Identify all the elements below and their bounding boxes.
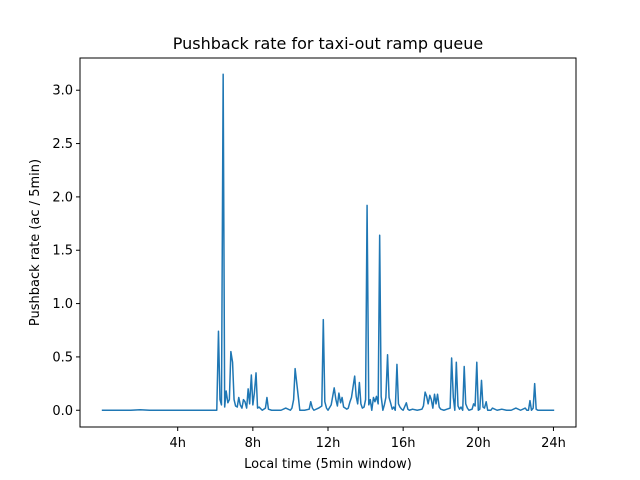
y-tick-label: 1.0 <box>52 297 73 312</box>
y-tick-label: 1.5 <box>52 244 73 259</box>
y-tick-label: 3.0 <box>52 84 73 99</box>
x-tick-label: 8h <box>245 436 262 451</box>
x-tick-label: 16h <box>391 436 416 451</box>
plot-area <box>101 73 555 411</box>
x-tick-label: 12h <box>316 436 341 451</box>
y-axis-label: Pushback rate (ac / 5min) <box>28 159 43 326</box>
y-tick-label: 0.0 <box>52 404 73 419</box>
series-line-0 <box>101 73 555 411</box>
x-axis-label: Local time (5min window) <box>244 457 412 472</box>
y-tick-label: 2.5 <box>52 137 73 152</box>
y-tick-label: 2.0 <box>52 190 73 205</box>
x-tick-label: 24h <box>541 436 566 451</box>
y-axis: 0.0 0.5 1.0 1.5 2.0 2.5 3.0 <box>52 84 80 419</box>
axes-frame <box>79 57 577 428</box>
y-tick-label: 0.5 <box>52 350 73 365</box>
x-tick-label: 20h <box>466 436 491 451</box>
x-tick-label: 4h <box>169 436 186 451</box>
x-axis: 4h 8h 12h 16h 20h 24h <box>169 427 566 451</box>
chart-title: Pushback rate for taxi-out ramp queue <box>173 34 483 53</box>
